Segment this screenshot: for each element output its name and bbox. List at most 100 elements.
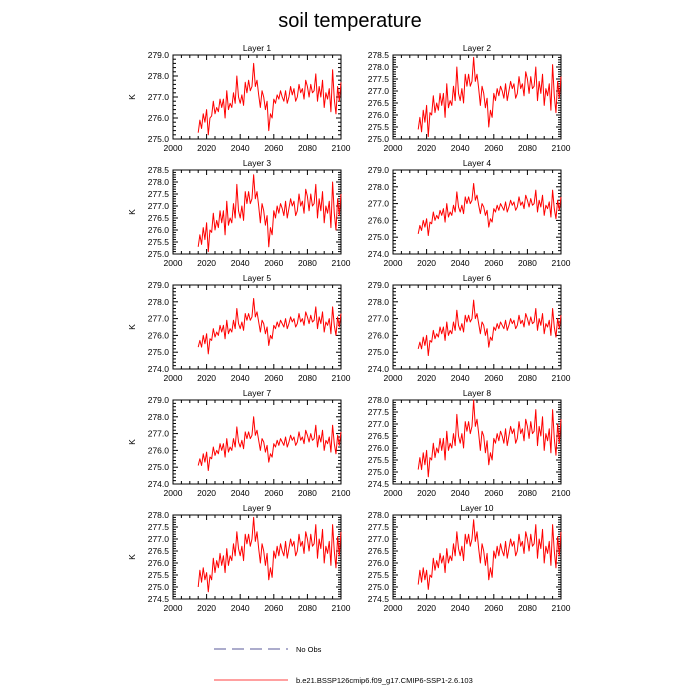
layer-7-title: Layer 7 (243, 388, 272, 398)
layer-9-ytick-label: 275.5 (148, 570, 170, 580)
layer-2-xtick-label: 2020 (417, 143, 436, 153)
layer-9-xtick-label: 2000 (164, 603, 183, 613)
layer-4-panel: Layer 4 2000 2020 2040 2060 2080 2100 274.0 275.… (368, 158, 571, 268)
layer-3-frame (172, 169, 342, 255)
layer-9-ylabel: K (127, 554, 137, 560)
layer-9-xtick-label: 2060 (264, 603, 283, 613)
layer-6-ytick-label: 275.0 (368, 347, 390, 357)
layer-5-xtick-label: 2000 (164, 373, 183, 383)
layer-6-ytick-label: 276.0 (368, 330, 390, 340)
layer-6-xtick-label: 2100 (552, 373, 571, 383)
layer-8-xtick-label: 2080 (518, 488, 537, 498)
layer-6-frame (392, 284, 562, 370)
layer-2-ytick-label: 277.5 (368, 74, 390, 84)
layer-10-xtick-label: 2000 (384, 603, 403, 613)
layer-2-title: Layer 2 (463, 43, 492, 53)
layer-2-series-line (417, 56, 562, 138)
layer-3-ytick-label: 276.0 (148, 225, 170, 235)
legend: No Obs b.e21.BSSP126cmip6.f09_g17.CMIP6-… (214, 645, 473, 685)
layer-4-title: Layer 4 (463, 158, 492, 168)
layer-8-ytick-label: 275.0 (368, 467, 390, 477)
layer-4-ytick-label: 274.0 (368, 249, 390, 259)
layer-1-ytick-label: 275.0 (148, 134, 170, 144)
layer-5-frame (172, 284, 342, 370)
layer-4-xtick-label: 2020 (417, 258, 436, 268)
layer-9-series-line (197, 516, 342, 593)
figure-title: soil temperature (278, 10, 421, 32)
layer-9-ytick-label: 277.5 (148, 522, 170, 532)
layer-9-ytick-label: 276.5 (148, 546, 170, 556)
layer-4-xtick-label: 2100 (552, 258, 571, 268)
layer-6-ytick-label: 277.0 (368, 314, 390, 324)
layer-7-frame (172, 399, 342, 485)
layer-8-xtick-label: 2100 (552, 488, 571, 498)
layer-3-xtick-label: 2080 (298, 258, 317, 268)
layer-8-ytick-label: 278.0 (368, 395, 390, 405)
layer-9-xtick-label: 2020 (197, 603, 216, 613)
layer-9-panel: Layer 9 K 2000 2020 2040 2060 2080 2100 274.5 275… (127, 503, 351, 613)
layer-7-xtick-label: 2080 (298, 488, 317, 498)
layer-2-xtick-label: 2080 (518, 143, 537, 153)
layer-8-series-line (417, 399, 562, 478)
layer-10-ytick-label: 278.0 (368, 510, 390, 520)
layer-1-panel: Layer 1 K 2000 2020 2040 2060 2080 2100 275.0 276… (127, 43, 351, 153)
layer-3-xtick-label: 2100 (332, 258, 351, 268)
layer-2-ytick-label: 278.0 (368, 62, 390, 72)
layer-2-ytick-label: 277.0 (368, 86, 390, 96)
layer-6-xtick-label: 2040 (451, 373, 470, 383)
layer-3-series-line (197, 174, 342, 253)
layer-5-ytick-label: 279.0 (148, 280, 170, 290)
layer-7-ytick-label: 275.0 (148, 462, 170, 472)
layer-3-xtick-label: 2020 (197, 258, 216, 268)
layer-10-xtick-label: 2020 (417, 603, 436, 613)
layer-5-xtick-label: 2060 (264, 373, 283, 383)
layer-8-ytick-label: 277.0 (368, 419, 390, 429)
layer-8-xtick-label: 2060 (484, 488, 503, 498)
layer-5-ytick-label: 277.0 (148, 314, 170, 324)
layer-2-ytick-label: 275.5 (368, 122, 390, 132)
layer-9-title: Layer 9 (243, 503, 272, 513)
layer-5-ytick-label: 274.0 (148, 364, 170, 374)
layer-5-ytick-label: 276.0 (148, 330, 170, 340)
layer-7-ytick-label: 279.0 (148, 395, 170, 405)
layer-9-ytick-label: 278.0 (148, 510, 170, 520)
layer-9-xtick-label: 2100 (332, 603, 351, 613)
layer-8-ytick-label: 277.5 (368, 407, 390, 417)
layer-2-xtick-label: 2060 (484, 143, 503, 153)
layer-7-xtick-label: 2020 (197, 488, 216, 498)
layer-4-ytick-label: 278.0 (368, 182, 390, 192)
layer-1-ytick-label: 277.0 (148, 92, 170, 102)
layer-6-ytick-label: 274.0 (368, 364, 390, 374)
layer-4-series-line (417, 182, 562, 237)
layer-2-ytick-label: 276.5 (368, 98, 390, 108)
layer-4-ytick-label: 276.0 (368, 215, 390, 225)
layer-7-xtick-label: 2100 (332, 488, 351, 498)
layer-9-ytick-label: 276.0 (148, 558, 170, 568)
layer-1-xtick-label: 2100 (332, 143, 351, 153)
layer-9-ytick-label: 277.0 (148, 534, 170, 544)
layer-2-xtick-label: 2000 (384, 143, 403, 153)
layer-7-ytick-label: 278.0 (148, 412, 170, 422)
layer-8-panel: Layer 8 2000 2020 2040 2060 2080 2100 274.5 275.… (368, 388, 571, 498)
layer-3-ytick-label: 277.5 (148, 189, 170, 199)
layer-3-ytick-label: 278.0 (148, 177, 170, 187)
layer-4-ytick-label: 279.0 (368, 165, 390, 175)
layer-5-series-line (197, 297, 342, 355)
layer-3-ytick-label: 277.0 (148, 201, 170, 211)
layer-7-xtick-label: 2000 (164, 488, 183, 498)
layer-2-ytick-label: 276.0 (368, 110, 390, 120)
layer-5-ylabel: K (127, 324, 137, 330)
layer-3-panel: Layer 3 K 2000 2020 2040 2060 2080 2100 275.0 275… (127, 158, 351, 268)
layer-1-xtick-label: 2000 (164, 143, 183, 153)
layer-8-ytick-label: 274.5 (368, 479, 390, 489)
layer-10-xtick-label: 2100 (552, 603, 571, 613)
layer-7-ytick-label: 277.0 (148, 429, 170, 439)
legend-label-model-run: b.e21.BSSP126cmip6.f09_g17.CMIP6-SSP1-2.… (296, 676, 473, 685)
layer-5-title: Layer 5 (243, 273, 272, 283)
layer-5-xtick-label: 2020 (197, 373, 216, 383)
layer-8-xtick-label: 2040 (451, 488, 470, 498)
legend-label-no-obs: No Obs (296, 645, 322, 654)
layer-5-xtick-label: 2100 (332, 373, 351, 383)
layer-1-ytick-label: 278.0 (148, 71, 170, 81)
layer-5-panel: Layer 5 K 2000 2020 2040 2060 2080 2100 274.0 275… (127, 273, 351, 383)
